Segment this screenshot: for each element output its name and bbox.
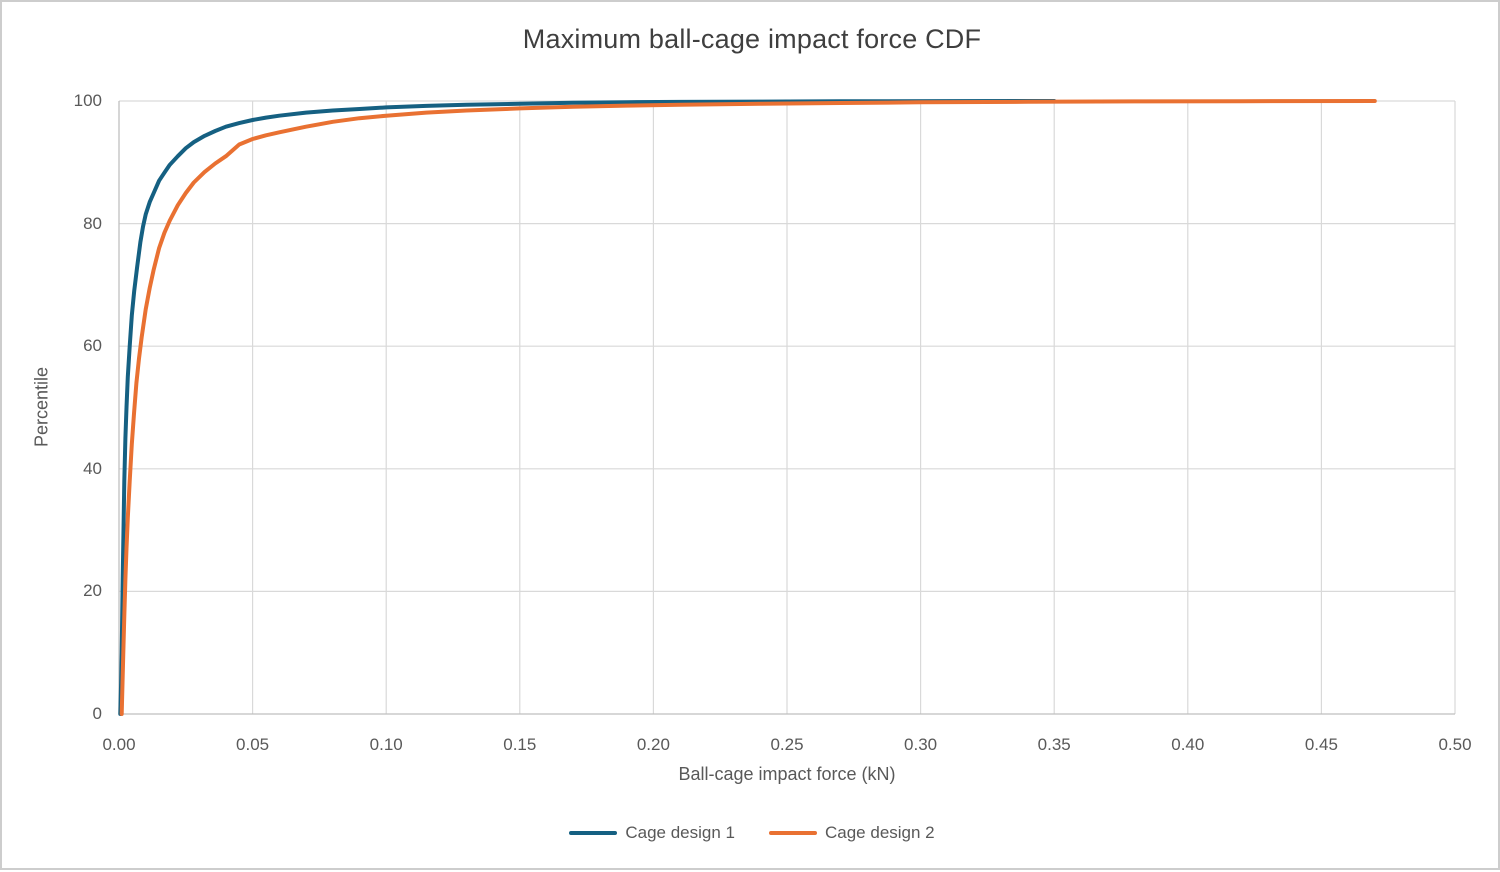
x-axis-title: Ball-cage impact force (kN) bbox=[678, 764, 896, 784]
y-tick-label: 60 bbox=[83, 336, 102, 356]
x-tick-label: 0.25 bbox=[770, 735, 804, 754]
x-tick-label: 0.35 bbox=[1037, 735, 1071, 754]
legend-label-2: Cage design 2 bbox=[825, 823, 935, 842]
y-axis-title: Percentile bbox=[31, 366, 52, 448]
x-tick-label: 0.45 bbox=[1304, 735, 1338, 754]
x-tick-label: 0.00 bbox=[102, 735, 136, 754]
y-tick-label: 20 bbox=[83, 581, 102, 601]
x-tick-label: 0.20 bbox=[636, 735, 670, 754]
x-tick-label: 0.40 bbox=[1171, 735, 1205, 754]
x-tick-label: 0.50 bbox=[1438, 735, 1472, 754]
chart-title: Maximum ball-cage impact force CDF bbox=[522, 24, 982, 54]
y-tick-label: 100 bbox=[73, 91, 102, 110]
y-tick-label: 80 bbox=[83, 213, 102, 233]
legend-item-cage-design-2: Cage design 2 bbox=[769, 823, 935, 843]
legend-label-1: Cage design 1 bbox=[625, 823, 735, 842]
legend-line-swatch-2 bbox=[769, 831, 817, 835]
y-tick-label: 40 bbox=[83, 458, 102, 478]
x-tick-label: 0.30 bbox=[904, 735, 938, 754]
legend: Cage design 1 Cage design 2 bbox=[2, 823, 1500, 843]
series-line-cage-design-2 bbox=[119, 99, 1377, 716]
legend-line-swatch-1 bbox=[569, 831, 618, 835]
series-line-cage-design-1 bbox=[118, 99, 1057, 716]
x-tick-label: 0.15 bbox=[503, 735, 537, 754]
x-tick-label: 0.10 bbox=[369, 735, 403, 754]
y-tick-label: 0 bbox=[92, 704, 102, 723]
x-tick-label: 0.05 bbox=[236, 735, 270, 754]
legend-item-cage-design-1: Cage design 1 bbox=[569, 823, 735, 843]
